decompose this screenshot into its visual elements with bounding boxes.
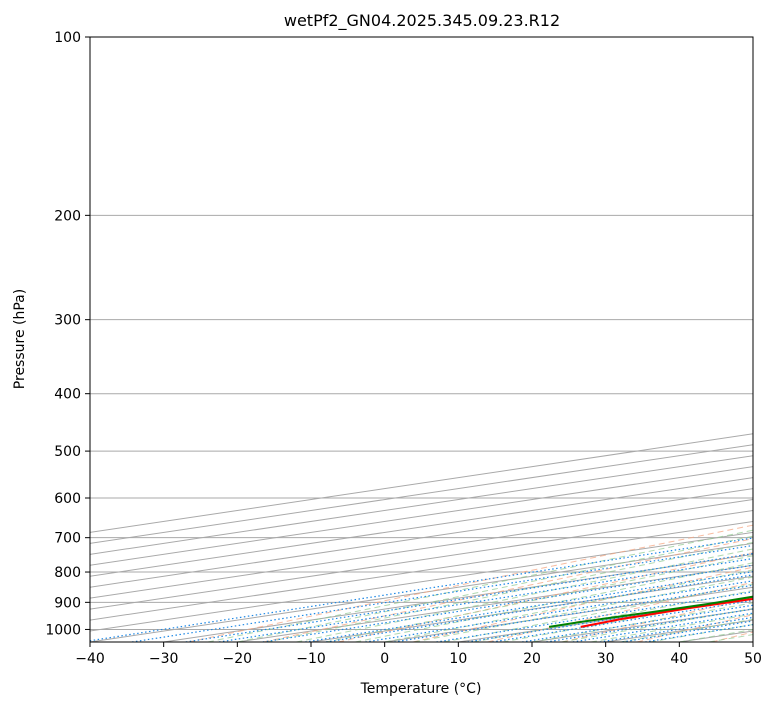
y-tick-label: 200 bbox=[54, 208, 81, 224]
moist-adiabat bbox=[237, 535, 753, 642]
moist-adiabat bbox=[590, 613, 753, 642]
moist-adiabat bbox=[414, 576, 753, 642]
isotherm bbox=[752, 641, 753, 642]
y-tick-label: 400 bbox=[54, 387, 81, 403]
plot-frame bbox=[89, 36, 754, 643]
y-tick-label: 800 bbox=[54, 565, 81, 581]
mixing-ratio-line bbox=[599, 616, 753, 642]
x-axis-label: Temperature (°C) bbox=[360, 681, 482, 697]
y-tick-label: 100 bbox=[54, 30, 81, 46]
isotherm bbox=[90, 531, 753, 632]
dry-adiabat bbox=[636, 614, 753, 642]
moist-adiabat bbox=[531, 602, 753, 642]
isotherm bbox=[90, 433, 753, 533]
isotherm bbox=[90, 477, 753, 577]
isotherm bbox=[679, 630, 753, 642]
isotherm bbox=[90, 520, 753, 621]
x-tick-label: 10 bbox=[449, 651, 467, 667]
isobars bbox=[90, 37, 753, 630]
y-tick-label: 900 bbox=[54, 595, 81, 611]
moist-adiabat bbox=[679, 629, 753, 642]
y-tick-label: 600 bbox=[54, 491, 81, 507]
x-tick-label: 40 bbox=[670, 651, 688, 667]
mixing-ratio-line bbox=[492, 599, 753, 642]
isotherm bbox=[605, 619, 753, 642]
chart-title: wetPf2_GN04.2025.345.09.23.R12 bbox=[284, 11, 560, 31]
moist-adiabat bbox=[384, 569, 753, 642]
mixing-ratio-line bbox=[326, 574, 753, 642]
y-tick-label: 1000 bbox=[45, 622, 81, 638]
moist-adiabat bbox=[502, 596, 753, 642]
isotherm bbox=[90, 488, 753, 588]
mixing-ratio-line bbox=[185, 552, 753, 642]
moist-adiabat bbox=[443, 583, 753, 642]
moist-adiabat bbox=[325, 555, 753, 642]
skewed-isotherms bbox=[90, 433, 753, 642]
y-tick-label: 500 bbox=[54, 444, 81, 460]
x-tick-label: 30 bbox=[597, 651, 615, 667]
x-tick-label: 20 bbox=[523, 651, 541, 667]
mixing-ratio-line bbox=[90, 537, 753, 642]
x-tick-label: −20 bbox=[223, 651, 253, 667]
dry-adiabat bbox=[487, 581, 753, 642]
mixing-ratio-lines: 0.10.20.40.611.62346810131620253036 bbox=[90, 537, 753, 642]
isotherm bbox=[458, 597, 753, 642]
x-tick-label: 0 bbox=[380, 651, 389, 667]
moist-adiabat bbox=[649, 623, 753, 642]
x-tick-label: −10 bbox=[296, 651, 326, 667]
y-tick-label: 300 bbox=[54, 313, 81, 329]
mixing-ratio-line bbox=[218, 557, 753, 642]
x-tick-label: −30 bbox=[149, 651, 179, 667]
moist-adiabat bbox=[207, 529, 753, 642]
y-tick-label: 700 bbox=[54, 531, 81, 547]
x-axis: −40 −30 −20 −10 0 10 20 30 40 50 bbox=[75, 642, 762, 667]
dry-adiabat bbox=[412, 566, 753, 642]
dry-adiabats bbox=[188, 524, 753, 642]
mixing-ratio-line bbox=[546, 608, 753, 642]
moist-adiabat bbox=[266, 541, 753, 642]
isotherm bbox=[90, 444, 753, 544]
isotherm bbox=[384, 586, 753, 642]
y-axis: 100 200 300 400 500 600 700 800 900 1000 bbox=[45, 30, 90, 638]
dry-adiabat bbox=[711, 631, 753, 642]
x-tick-label: −40 bbox=[75, 651, 105, 667]
mixing-ratio-line bbox=[572, 612, 753, 642]
y-axis-label: Pressure (hPa) bbox=[12, 289, 28, 389]
isotherm bbox=[90, 509, 753, 610]
isotherm bbox=[90, 499, 753, 599]
isotherm bbox=[310, 575, 753, 642]
isotherm bbox=[90, 466, 753, 566]
isotherm bbox=[90, 542, 753, 642]
temperature-profile bbox=[580, 597, 753, 628]
plot-area: 0.10.20.40.611.62346810131620253036 -100… bbox=[90, 37, 753, 642]
dry-adiabat bbox=[263, 538, 753, 642]
isotherm bbox=[90, 455, 753, 555]
isotherm bbox=[531, 608, 753, 642]
moist-adiabat bbox=[296, 548, 753, 642]
x-tick-label: 50 bbox=[744, 651, 762, 667]
mixing-ratio-line bbox=[522, 604, 753, 642]
mixing-ratio-line bbox=[131, 544, 753, 642]
